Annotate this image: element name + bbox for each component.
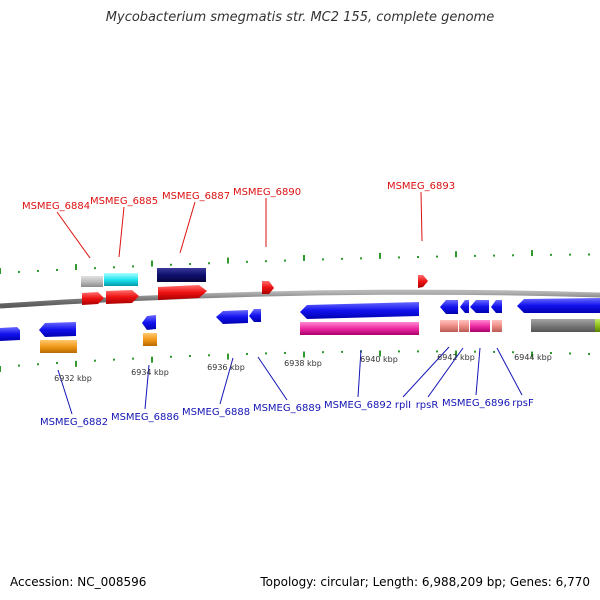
- gene-rpll-box[interactable]: [440, 320, 458, 332]
- map-title: Mycobacterium smegmatis str. MC2 155, co…: [105, 10, 495, 25]
- ruler-label-6944: 6944 kbp: [514, 353, 552, 362]
- genes-forward-inner: [82, 275, 428, 305]
- ruler-label-6940: 6940 kbp: [360, 355, 398, 364]
- gene-6892-box[interactable]: [300, 322, 419, 335]
- gene-6892-arrow[interactable]: [300, 302, 419, 319]
- connector-rpsf: [496, 347, 523, 396]
- gene-6888-arrow[interactable]: [216, 310, 248, 324]
- label-rpll[interactable]: rplI: [395, 400, 411, 411]
- gene-6884-arrow[interactable]: [82, 292, 104, 305]
- gene-rpsr-arrow[interactable]: [460, 300, 469, 313]
- connector-6896: [475, 347, 481, 396]
- label-rpsf[interactable]: rpsF: [512, 398, 534, 409]
- outer-tick-track-top: [0, 250, 590, 274]
- gene-6881-arrow[interactable]: [0, 327, 20, 341]
- gene-6885-arrow[interactable]: [106, 290, 139, 304]
- connector-lines: [56, 191, 523, 415]
- gene-6886-arrow[interactable]: [142, 315, 156, 330]
- gene-rpsf-arrow[interactable]: [491, 300, 502, 313]
- label-msmeg-6882[interactable]: MSMEG_6882: [40, 417, 108, 428]
- label-msmeg-6887[interactable]: MSMEG_6887: [162, 191, 230, 202]
- gene-6882-box[interactable]: [40, 340, 77, 353]
- label-msmeg-6889[interactable]: MSMEG_6889: [253, 403, 321, 414]
- outer-tick-track-bottom: [0, 350, 590, 372]
- gene-rpsf-box[interactable]: [492, 320, 502, 332]
- ruler-label-6932: 6932 kbp: [54, 374, 92, 383]
- label-rpsr[interactable]: rpsR: [416, 400, 439, 411]
- connector-rpll: [402, 346, 450, 398]
- genome-summary-text: Topology: circular; Length: 6,988,209 bp…: [260, 575, 590, 589]
- connector-6888: [219, 357, 234, 405]
- gene-6899-box[interactable]: [595, 319, 600, 332]
- genes-forward-outer: [81, 268, 206, 287]
- connector-6886: [144, 364, 150, 410]
- gene-6896-box[interactable]: [470, 320, 490, 332]
- connector-6884: [56, 211, 91, 259]
- label-msmeg-6893[interactable]: MSMEG_6893: [387, 181, 455, 192]
- connector-6882: [57, 369, 73, 415]
- gene-6889-arrow[interactable]: [249, 309, 261, 322]
- connector-6887: [179, 201, 196, 254]
- gene-6898-box[interactable]: [531, 319, 595, 332]
- gene-rpll-arrow[interactable]: [440, 300, 458, 314]
- label-msmeg-6890[interactable]: MSMEG_6890: [233, 187, 301, 198]
- connector-6893: [420, 191, 423, 242]
- gene-6887-arrow[interactable]: [158, 285, 207, 300]
- accession-text: Accession: NC_008596: [10, 575, 147, 589]
- gene-6886-box[interactable]: [143, 333, 157, 346]
- label-msmeg-6886[interactable]: MSMEG_6886: [111, 412, 179, 423]
- gene-6882-arrow[interactable]: [39, 322, 76, 337]
- ruler-label-6938: 6938 kbp: [284, 359, 322, 368]
- gene-6884[interactable]: [81, 276, 103, 287]
- connector-rpsr: [427, 347, 464, 398]
- ruler-label-6942: 6942 kbp: [437, 353, 475, 362]
- genes-reverse-outer: [40, 319, 600, 353]
- gene-rpsr-box[interactable]: [459, 320, 469, 332]
- label-msmeg-6885[interactable]: MSMEG_6885: [90, 196, 158, 207]
- gene-6885[interactable]: [104, 273, 138, 286]
- label-msmeg-6896[interactable]: MSMEG_6896: [442, 398, 510, 409]
- gene-6898-arrow[interactable]: [517, 298, 600, 313]
- gene-6896-arrow[interactable]: [470, 300, 489, 313]
- gene-6887[interactable]: [157, 268, 206, 282]
- connector-6889: [257, 356, 288, 401]
- connector-6892: [357, 349, 362, 398]
- connector-6885: [118, 206, 125, 258]
- label-msmeg-6884[interactable]: MSMEG_6884: [22, 201, 90, 212]
- ruler-label-6934: 6934 kbp: [131, 368, 169, 377]
- label-msmeg-6892[interactable]: MSMEG_6892: [324, 400, 392, 411]
- label-msmeg-6888[interactable]: MSMEG_6888: [182, 407, 250, 418]
- ruler-label-6936: 6936 kbp: [207, 363, 245, 372]
- gene-6893-arrow[interactable]: [418, 275, 428, 288]
- gene-6890-arrow[interactable]: [262, 281, 274, 294]
- genes-reverse-inner: [0, 298, 600, 341]
